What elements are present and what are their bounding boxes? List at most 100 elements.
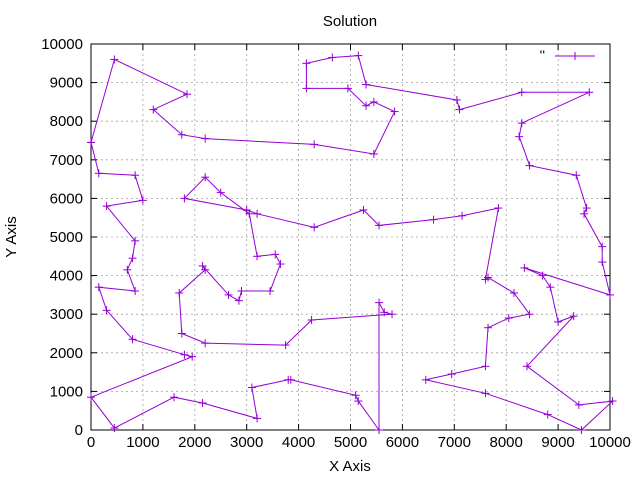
data-point — [517, 88, 526, 97]
legend-label: '' — [540, 47, 545, 63]
legend-marker — [571, 52, 579, 60]
data-point — [598, 242, 607, 251]
data-point — [87, 138, 95, 147]
data-point — [94, 283, 103, 292]
data-point — [522, 362, 531, 371]
data-point — [554, 317, 563, 326]
data-point — [110, 424, 119, 433]
data-point — [177, 329, 186, 338]
data-point — [247, 383, 256, 392]
data-point — [170, 393, 179, 402]
data-point — [375, 298, 384, 307]
data-point — [201, 173, 210, 182]
plot-frame — [90, 43, 611, 431]
data-point — [569, 312, 578, 321]
data-point — [351, 391, 360, 400]
data-point — [328, 53, 337, 62]
data-point — [253, 252, 262, 261]
data-point — [504, 314, 513, 323]
grid-lines — [91, 44, 610, 430]
data-point — [216, 188, 225, 197]
data-point — [388, 310, 397, 319]
x-tick-label: 6000 — [386, 434, 419, 451]
data-point — [149, 105, 158, 114]
data-point — [538, 271, 547, 280]
x-tick-label: 2000 — [178, 434, 211, 451]
x-axis-label: X Axis — [329, 458, 371, 475]
x-tick-label: 0 — [87, 434, 95, 451]
data-point — [237, 287, 246, 296]
data-point — [183, 90, 192, 99]
data-point — [94, 169, 103, 178]
x-tick-label: 5000 — [334, 434, 367, 451]
data-point — [582, 204, 591, 213]
data-point — [452, 95, 461, 104]
y-tick-label: 6000 — [50, 190, 83, 207]
data-point — [198, 261, 207, 270]
data-point — [138, 196, 147, 205]
data-point — [266, 287, 275, 296]
data-point — [362, 80, 371, 89]
data-point — [180, 350, 189, 359]
data-point — [525, 161, 534, 170]
data-point — [253, 209, 262, 218]
data-point — [520, 263, 529, 272]
y-tick-label: 7000 — [50, 152, 83, 169]
data-point — [509, 288, 518, 297]
data-point — [188, 352, 197, 361]
axis-ticks: 0 1000 2000 3000 4000 5000 6000 7000 8000 9000 100… — [41, 36, 631, 451]
data-point — [286, 375, 295, 384]
data-point — [455, 105, 464, 114]
data-point — [543, 410, 552, 419]
data-point — [369, 97, 378, 106]
x-tick-label: 1000 — [126, 434, 159, 451]
data-point — [577, 426, 586, 434]
data-point — [572, 171, 581, 180]
data-point — [302, 59, 311, 68]
data-point — [253, 414, 262, 423]
data-point — [175, 288, 184, 297]
data-point — [484, 323, 493, 332]
data-point — [177, 130, 186, 139]
data-point — [481, 389, 490, 398]
data-point — [525, 310, 534, 319]
data-point — [128, 335, 137, 344]
data-point — [484, 273, 493, 282]
y-axis-label: Y Axis — [3, 216, 20, 257]
data-point — [362, 101, 371, 110]
data-point — [574, 400, 583, 409]
y-tick-label: 5000 — [50, 229, 83, 246]
x-tick-label: 7000 — [438, 434, 471, 451]
data-point — [87, 393, 95, 402]
data-point — [343, 84, 352, 93]
data-point — [359, 205, 368, 214]
data-point — [375, 426, 384, 434]
data-point — [110, 55, 119, 64]
data-point — [310, 140, 319, 149]
data-point — [375, 221, 384, 230]
data-point — [123, 265, 132, 274]
data-point — [608, 397, 617, 406]
data-point — [380, 308, 389, 317]
legend: '' — [540, 47, 595, 63]
y-tick-label: 10000 — [41, 36, 83, 53]
y-tick-label: 4000 — [50, 268, 83, 285]
data-point — [481, 362, 490, 371]
data-point — [494, 204, 503, 213]
data-point — [515, 132, 524, 141]
x-tick-label: 8000 — [490, 434, 523, 451]
data-point — [302, 84, 311, 93]
data-point — [598, 258, 607, 267]
data-point — [354, 397, 363, 406]
data-point — [585, 88, 594, 97]
data-point — [354, 51, 363, 60]
chart-title: Solution — [323, 13, 377, 30]
data-point — [369, 150, 378, 159]
data-point — [517, 119, 526, 128]
y-tick-label: 8000 — [50, 113, 83, 130]
data-point — [131, 171, 140, 180]
x-tick-label: 9000 — [541, 434, 574, 451]
data-point — [242, 205, 251, 214]
y-tick-label: 2000 — [50, 345, 83, 362]
y-tick-label: 1000 — [50, 383, 83, 400]
